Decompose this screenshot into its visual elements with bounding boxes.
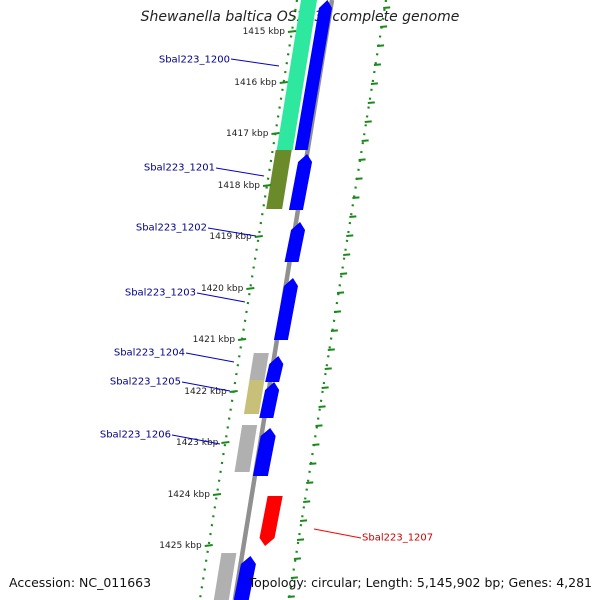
- gene-arrow-sbal223-1204a[interactable]: [265, 356, 284, 382]
- scale-tick-mark: [221, 441, 230, 444]
- outer-dash-mark: [321, 386, 329, 389]
- scale-tick-label: 1416 kbp: [234, 78, 277, 88]
- pseudo-feature-band: [213, 553, 237, 600]
- right-dotted-guide: [287, 0, 388, 600]
- gene-arrow-sbal223-1207[interactable]: [259, 496, 283, 546]
- gene-arrow-sbal223-1206[interactable]: [252, 428, 276, 476]
- outer-dash-mark: [296, 538, 305, 541]
- scale-tick-label: 1420 kbp: [201, 284, 244, 294]
- outer-dash-mark: [315, 424, 323, 427]
- gene-labels[interactable]: Sbal223_1200 Sbal223_1201 Sbal223_1202 Sbal…: [100, 55, 433, 544]
- gene-arrow-sbal223-1205[interactable]: [259, 382, 280, 418]
- outer-dash-mark: [358, 158, 366, 161]
- gene-label-leader: [230, 58, 280, 67]
- outer-dash-mark: [324, 367, 332, 370]
- scale-tick-label: 1415 kbp: [243, 27, 286, 37]
- scale-tick-mark: [262, 184, 272, 187]
- gene-label-sbal223-1200[interactable]: Sbal223_1200: [159, 55, 230, 66]
- outer-dash-mark: [293, 557, 302, 560]
- scale-tick-mark: [204, 544, 213, 547]
- outer-dash-mark: [290, 576, 298, 579]
- outer-dash-mark: [383, 6, 391, 9]
- gene-label-leader: [313, 528, 362, 539]
- gene-label-leader: [215, 167, 265, 177]
- gene-label-sbal223-1202[interactable]: Sbal223_1202: [136, 223, 207, 234]
- outer-dash-mark: [336, 291, 345, 294]
- gene-label-sbal223-1203[interactable]: Sbal223_1203: [125, 288, 196, 299]
- gene-label-leader: [207, 227, 257, 237]
- rrna-band: [276, 0, 317, 150]
- outer-dash-mark: [380, 25, 388, 28]
- outer-dash-mark: [340, 272, 348, 275]
- scale-tick-label: 1425 kbp: [159, 541, 202, 551]
- scale-ticks: 1415 kbp 1416 kbp 1417 kbp 1418 kbp 1419 kbp…: [159, 27, 297, 551]
- gene-label-sbal223-1206[interactable]: Sbal223_1206: [100, 430, 171, 441]
- outer-dash-mark: [346, 234, 354, 237]
- scale-tick-label: 1418 kbp: [218, 181, 261, 191]
- outer-dash-mark: [327, 348, 335, 351]
- outer-dash-mark: [376, 44, 385, 47]
- outer-dash-mark: [370, 82, 378, 85]
- outer-dash-mark: [364, 120, 372, 123]
- gene-arrow-next[interactable]: [233, 556, 256, 600]
- scale-tick-label: 1424 kbp: [168, 490, 211, 500]
- scale-tick-label: 1419 kbp: [209, 232, 252, 242]
- outer-dash-mark: [300, 519, 308, 522]
- khaki-feature-band: [243, 380, 265, 414]
- outer-dash-mark: [355, 177, 363, 180]
- outer-dash-mark: [303, 500, 311, 503]
- gene-label-leader: [185, 352, 235, 363]
- outer-dash-mark: [361, 139, 369, 142]
- gene-label-sbal223-1204[interactable]: Sbal223_1204: [114, 348, 185, 359]
- scale-tick-label: 1423 kbp: [176, 438, 219, 448]
- genome-summary-text: Topology: circular; Length: 5,145,902 bp…: [248, 575, 592, 590]
- pseudo-feature-band: [234, 425, 258, 472]
- gene-label-leader: [181, 381, 231, 392]
- scale-tick-mark: [254, 235, 263, 238]
- outer-dash-mark: [318, 405, 326, 408]
- outer-dash-mark: [309, 462, 317, 465]
- outer-dash-mark: [312, 443, 320, 446]
- feature-bands: [213, 0, 317, 600]
- gene-arrow-sbal223-1200[interactable]: [294, 0, 332, 150]
- scale-tick-label: 1417 kbp: [226, 129, 269, 139]
- gene-label-leader: [196, 292, 246, 303]
- outer-dash-mark: [352, 196, 360, 199]
- gene-label-leader: [171, 434, 221, 445]
- pseudo-feature-band: [249, 353, 269, 380]
- accession-text: Accession: NC_011663: [9, 575, 152, 590]
- gene-label-sbal223-1201[interactable]: Sbal223_1201: [144, 163, 215, 174]
- outer-dash-mark: [367, 101, 375, 104]
- gene-label-sbal223-1205[interactable]: Sbal223_1205: [110, 377, 181, 388]
- outer-dash-mark: [349, 215, 357, 218]
- scale-tick-mark: [287, 30, 297, 33]
- outer-dash-mark: [330, 329, 338, 332]
- scale-tick-label: 1421 kbp: [193, 335, 236, 345]
- outer-dash-track: [287, 6, 391, 598]
- scale-tick-mark: [279, 81, 288, 84]
- gene-arrows[interactable]: [233, 0, 332, 600]
- gene-arrow-sbal223-1202[interactable]: [284, 222, 306, 262]
- gene-label-sbal223-1207[interactable]: Sbal223_1207: [362, 533, 433, 544]
- gene-arrow-sbal223-1201[interactable]: [288, 154, 313, 210]
- scale-tick-mark: [237, 338, 247, 341]
- scale-tick-mark: [246, 287, 255, 290]
- scale-tick-mark: [212, 493, 222, 496]
- outer-dash-mark: [333, 310, 342, 313]
- scale-tick-label: 1422 kbp: [184, 387, 227, 397]
- olive-feature-band: [266, 150, 292, 209]
- scale-tick-mark: [271, 132, 280, 135]
- outer-dash-mark: [306, 481, 314, 484]
- outer-dash-mark: [343, 253, 351, 256]
- scale-tick-mark: [229, 390, 238, 393]
- outer-dash-mark: [373, 63, 382, 66]
- outer-dash-mark: [287, 595, 295, 598]
- gene-arrow-sbal223-1203[interactable]: [273, 278, 298, 340]
